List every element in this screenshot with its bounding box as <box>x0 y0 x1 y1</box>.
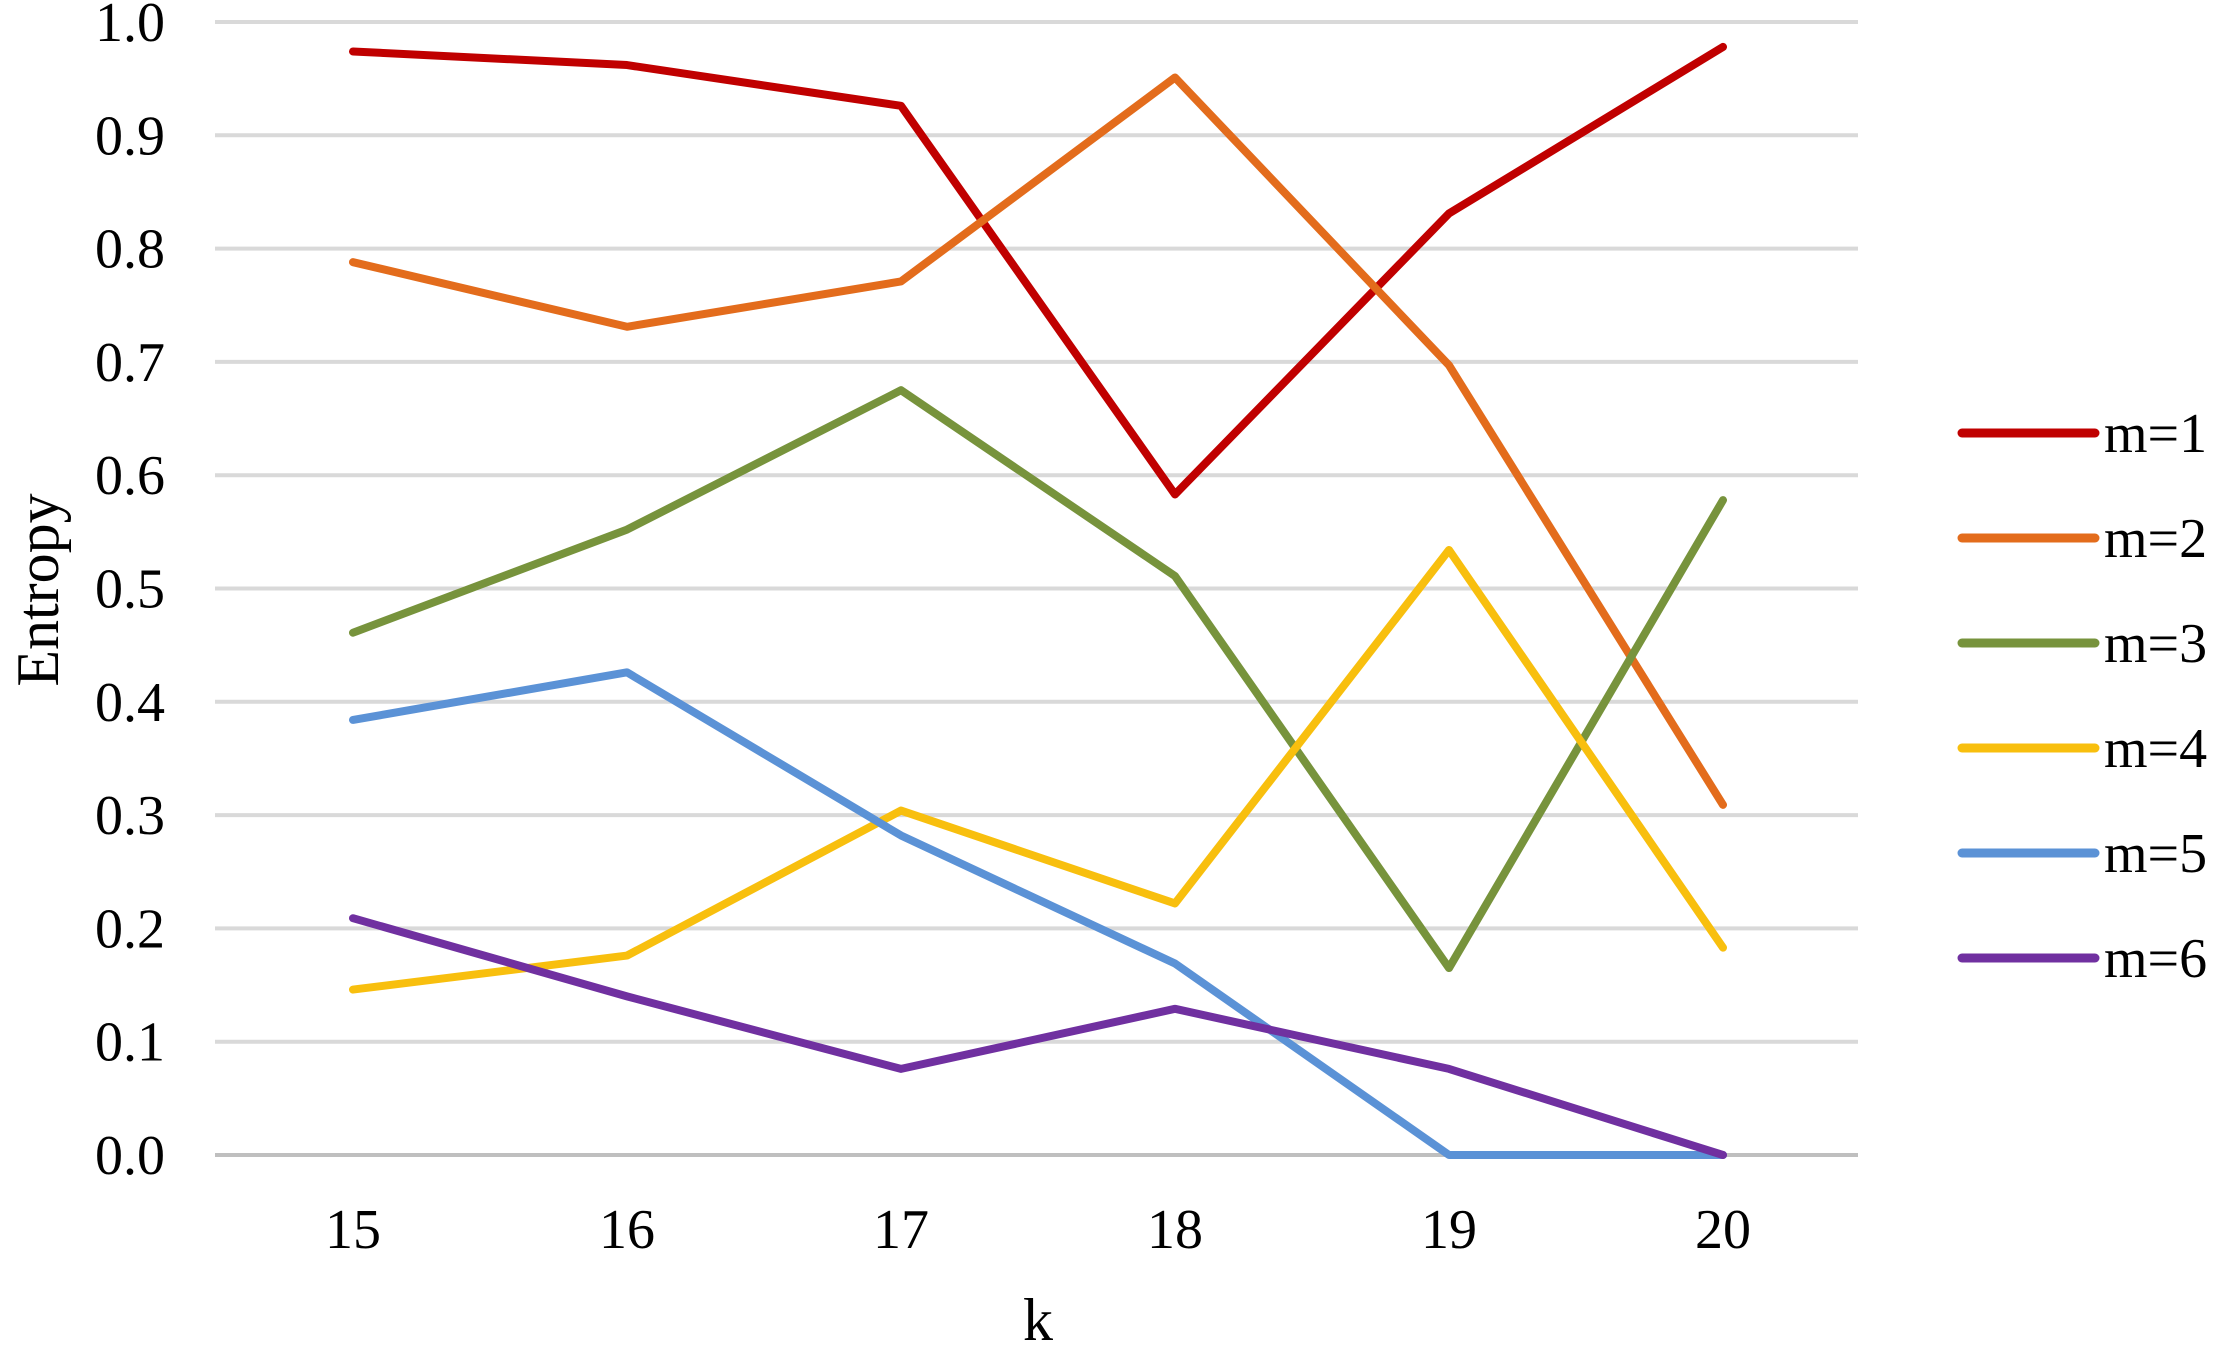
y-axis-title: Entropy <box>5 493 71 686</box>
y-tick-label: 0.1 <box>95 1012 165 1074</box>
legend-label: m=4 <box>2104 718 2207 780</box>
legend-label: m=6 <box>2104 928 2207 990</box>
x-tick-label: 20 <box>1695 1199 1751 1261</box>
y-tick-label: 0.7 <box>95 332 165 394</box>
y-tick-label: 1.0 <box>95 0 165 54</box>
legend-label: m=5 <box>2104 823 2207 885</box>
legend-label: m=1 <box>2104 403 2207 465</box>
x-tick-label: 17 <box>873 1199 929 1261</box>
x-tick-label: 16 <box>599 1199 655 1261</box>
y-tick-label: 0.2 <box>95 898 165 960</box>
y-tick-label: 0.4 <box>95 672 165 734</box>
y-tick-label: 0.8 <box>95 219 165 281</box>
series-line-m5 <box>349 668 1727 1159</box>
series-line-m6 <box>349 914 1727 1159</box>
x-tick-label: 15 <box>325 1199 381 1261</box>
series-lines <box>349 42 1727 1159</box>
series-line-m4 <box>349 545 1727 994</box>
legend: m=1 m=2 m=3 m=4 m=5 m=6 <box>1957 403 2207 990</box>
legend-label: m=2 <box>2104 508 2207 570</box>
series-line-m3 <box>349 386 1727 973</box>
y-tick-label: 0.0 <box>95 1125 165 1187</box>
x-tick-label: 18 <box>1147 1199 1203 1261</box>
x-axis-title: k <box>1023 1287 1053 1353</box>
legend-label: m=3 <box>2104 613 2207 675</box>
x-tick-labels: 15 16 17 18 19 20 <box>325 1199 1751 1261</box>
x-tick-label: 19 <box>1421 1199 1477 1261</box>
y-tick-label: 0.9 <box>95 105 165 167</box>
series-line-m1 <box>349 42 1727 499</box>
y-tick-label: 0.3 <box>95 785 165 847</box>
y-tick-label: 0.5 <box>95 559 165 621</box>
y-tick-labels: 0.0 0.1 0.2 0.3 0.4 0.5 0.6 0.7 0.8 0.9 1.0 <box>95 0 165 1187</box>
y-tick-label: 0.6 <box>95 445 165 507</box>
series-line-m2 <box>349 73 1727 809</box>
